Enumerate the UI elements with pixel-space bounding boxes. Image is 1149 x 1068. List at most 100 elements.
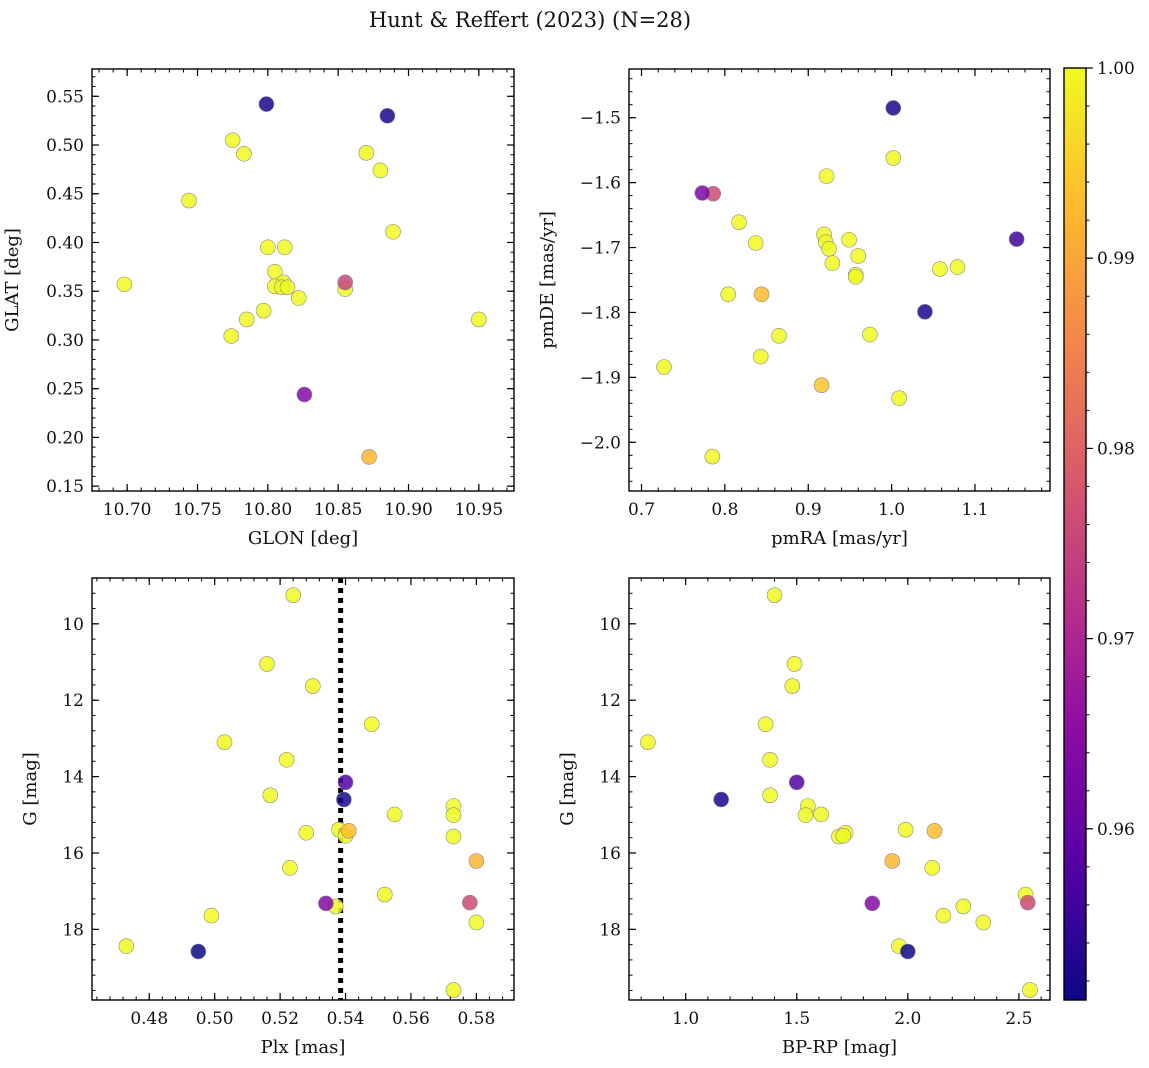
x-tick-label: 10.75 xyxy=(173,500,222,520)
data-point xyxy=(279,279,296,296)
data-point xyxy=(924,860,941,876)
data-point xyxy=(336,791,352,808)
y-tick-label: 0.15 xyxy=(46,477,84,497)
data-point xyxy=(926,823,943,839)
y-axis-label: G [mag] xyxy=(20,752,41,825)
data-point xyxy=(975,914,992,931)
data-point xyxy=(376,886,393,903)
data-point xyxy=(864,895,881,912)
data-point xyxy=(445,807,462,823)
data-point xyxy=(372,162,389,179)
data-point xyxy=(841,231,857,248)
data-point xyxy=(363,716,380,733)
x-axis-label: Plx [mas] xyxy=(261,1037,346,1058)
data-point xyxy=(1008,231,1025,247)
figure-title: Hunt & Reffert (2023) (N=28) xyxy=(369,8,691,32)
x-tick-label: 2.0 xyxy=(894,1009,921,1029)
y-axis-label: GLAT [deg] xyxy=(2,228,23,332)
x-tick-label: 1.1 xyxy=(961,500,988,520)
axes-frame xyxy=(628,577,1051,1001)
x-tick-label: 1.0 xyxy=(878,500,905,520)
data-point xyxy=(713,791,729,808)
data-point xyxy=(949,259,966,275)
scatter-panel-3: 0.48 0.50 0.52 0.54 0.56 0.58 10 12 14 16 18 Plx [m… xyxy=(20,577,515,1058)
data-point xyxy=(118,938,135,954)
x-tick-label: 1.5 xyxy=(783,1009,810,1029)
data-point xyxy=(813,377,830,393)
data-point xyxy=(282,860,298,876)
data-point xyxy=(223,328,240,344)
data-point xyxy=(720,286,737,303)
x-tick-label: 0.54 xyxy=(327,1009,365,1029)
data-point xyxy=(203,907,220,924)
data-point xyxy=(216,734,233,751)
data-point xyxy=(285,587,301,603)
data-point xyxy=(731,214,747,231)
data-point xyxy=(238,311,255,328)
data-point xyxy=(290,290,307,306)
x-tick-label: 0.56 xyxy=(392,1009,430,1029)
y-tick-label: 14 xyxy=(62,768,84,788)
data-point xyxy=(305,678,321,694)
colorbar-tick-label: 0.97 xyxy=(1097,630,1135,650)
data-point xyxy=(258,96,275,112)
data-point xyxy=(884,853,901,869)
data-point xyxy=(379,107,396,124)
data-point xyxy=(752,348,769,365)
data-point xyxy=(358,145,375,161)
data-point xyxy=(445,982,462,998)
data-point xyxy=(385,223,401,240)
y-tick-label: −1.9 xyxy=(580,368,621,388)
plot-area xyxy=(116,96,487,465)
axes-frame xyxy=(628,68,1051,492)
data-point xyxy=(462,894,478,911)
data-point xyxy=(917,304,933,320)
y-tick-label: −1.7 xyxy=(580,239,621,259)
data-point xyxy=(337,274,354,291)
y-tick-label: 0.25 xyxy=(46,380,84,400)
y-axis-label: pmDE [mas/yr] xyxy=(537,211,558,349)
x-tick-label: 1.0 xyxy=(672,1009,699,1029)
data-point xyxy=(955,898,972,915)
data-point xyxy=(824,255,841,271)
data-point xyxy=(885,100,902,116)
data-point xyxy=(694,185,711,201)
y-tick-label: 10 xyxy=(599,615,621,635)
data-point xyxy=(1019,894,1036,911)
x-tick-label: 0.9 xyxy=(795,500,822,520)
x-axis-label: BP-RP [mag] xyxy=(782,1037,897,1058)
plot-area xyxy=(118,578,485,1000)
data-point xyxy=(468,853,485,869)
data-point xyxy=(818,168,835,184)
data-point xyxy=(1022,982,1038,998)
plot-area xyxy=(640,587,1038,998)
data-point xyxy=(766,587,783,603)
data-point xyxy=(298,824,315,841)
x-tick-label: 10.95 xyxy=(454,500,503,520)
scatter-panel-2: 0.7 0.8 0.9 1.0 1.1 −2.0 −1.9 −1.8 −1.7 −1.6 −1.5 p… xyxy=(537,68,1051,549)
y-axis-label: G [mag] xyxy=(557,752,578,825)
x-tick-label: 0.7 xyxy=(628,500,655,520)
y-tick-label: −1.8 xyxy=(580,303,621,323)
colorbar-gradient xyxy=(1063,67,1087,1001)
colorbar-tick-label: 0.98 xyxy=(1097,439,1135,459)
x-tick-label: 0.58 xyxy=(457,1009,495,1029)
data-point xyxy=(862,326,878,343)
data-point xyxy=(640,734,656,751)
data-point xyxy=(747,235,764,251)
data-point xyxy=(847,268,864,285)
y-tick-label: 0.20 xyxy=(46,428,84,448)
x-tick-label: 0.50 xyxy=(196,1009,234,1029)
data-point xyxy=(891,390,907,406)
x-axis-label: pmRA [mas/yr] xyxy=(771,528,908,549)
data-point xyxy=(116,276,133,293)
data-point xyxy=(255,302,272,319)
x-tick-label: 0.48 xyxy=(130,1009,168,1029)
data-point xyxy=(236,145,252,162)
x-tick-label: 0.8 xyxy=(711,500,738,520)
x-tick-label: 10.70 xyxy=(103,500,152,520)
y-tick-label: −2.0 xyxy=(580,433,621,453)
y-tick-label: 18 xyxy=(62,920,84,940)
y-tick-label: 14 xyxy=(599,768,621,788)
